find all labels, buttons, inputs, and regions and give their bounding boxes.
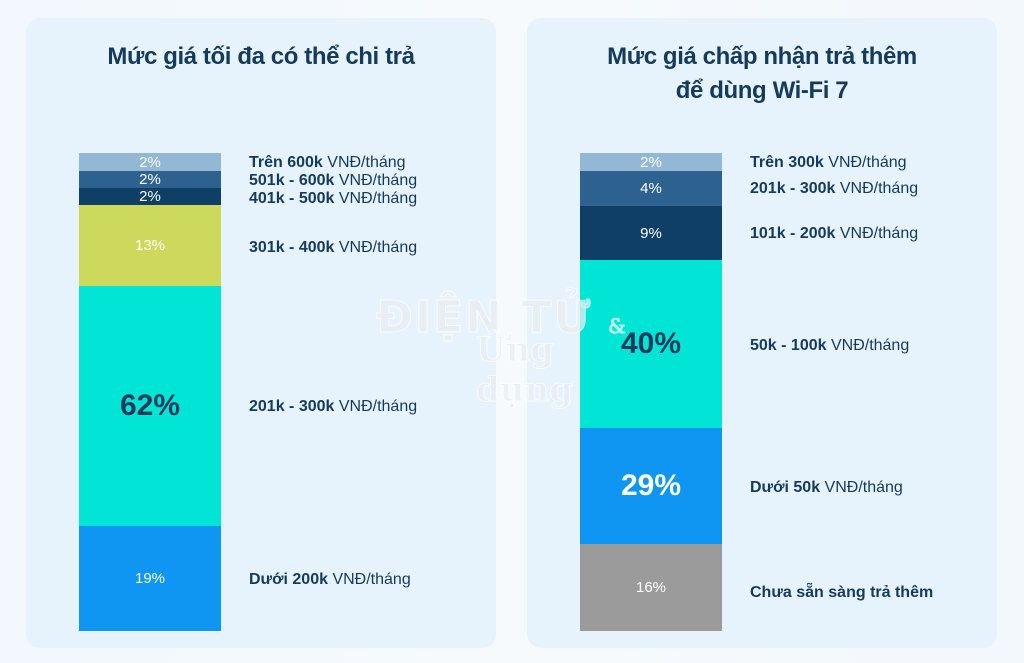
bar-segment-50-100k: 40% <box>580 260 722 428</box>
legend-label-range: Chưa sẵn sàng trả thêm <box>750 584 934 601</box>
legend-label-unit: VNĐ/tháng <box>835 225 919 242</box>
legend-label: 501k - 600k VNĐ/tháng <box>249 172 417 190</box>
legend-label: 201k - 300k VNĐ/tháng <box>249 398 417 416</box>
legend-label-range: 501k - 600k <box>249 172 335 189</box>
legend-label-unit: VNĐ/tháng <box>322 154 406 171</box>
legend-label-range: 50k - 100k <box>750 337 827 354</box>
legend-label-range: 401k - 500k <box>249 190 335 207</box>
chart-title-line2: để dùng Wi-Fi 7 <box>675 77 849 104</box>
chart-card-wifi7-extra-price: Mức giá chấp nhận trả thêm để dùng Wi-Fi… <box>527 18 997 648</box>
legend-label-range: 301k - 400k <box>249 239 335 256</box>
bar-segment-under-50k: 29% <box>580 428 722 544</box>
legend-label-range: 201k - 300k <box>750 180 836 197</box>
legend-label-unit: VNĐ/tháng <box>334 190 418 207</box>
legend-label-unit: VNĐ/tháng <box>334 398 418 415</box>
bar-segment-301-400k: 13% <box>79 205 221 286</box>
chart-title-line1: Mức giá chấp nhận trả thêm <box>607 43 917 70</box>
legend-label-range: Trên 300k <box>750 154 824 171</box>
legend-label-unit: VNĐ/tháng <box>328 571 411 588</box>
legend-label-range: Dưới 200k <box>249 571 328 588</box>
bar-segment-not-ready: 16% <box>580 544 722 631</box>
legend-label: Dưới 50k VNĐ/tháng <box>750 479 903 497</box>
legend-label-unit: VNĐ/tháng <box>835 180 919 197</box>
chart-card-max-price: Mức giá tối đa có thể chi trả 2% 2% 2% 1… <box>26 18 496 648</box>
legend-label-range: 101k - 200k <box>750 225 836 242</box>
bar-segment-401-500k: 2% <box>79 188 221 205</box>
bar-segment-201-300k: 62% <box>79 286 221 526</box>
stacked-bar: 2% 4% 9% 40% 29% 16% <box>580 153 722 631</box>
bar-segment-over-300k: 2% <box>580 153 722 171</box>
legend-label-unit: VNĐ/tháng <box>823 154 907 171</box>
legend-label: Dưới 200k VNĐ/tháng <box>249 571 411 589</box>
legend-label-unit: VNĐ/tháng <box>334 172 418 189</box>
legend-label-unit: VNĐ/tháng <box>820 479 903 496</box>
bar-segment-under-200k: 19% <box>79 526 221 631</box>
legend-label-unit: VNĐ/tháng <box>334 239 418 256</box>
legend-label: Chưa sẵn sàng trả thêm <box>750 584 933 602</box>
legend-label: 101k - 200k VNĐ/tháng <box>750 225 918 243</box>
chart-title: Mức giá tối đa có thể chi trả <box>107 43 415 70</box>
legend-label: 50k - 100k VNĐ/tháng <box>750 337 909 355</box>
legend-label-range: Dưới 50k <box>750 479 821 496</box>
legend-label-unit: VNĐ/tháng <box>826 337 910 354</box>
legend-label: 401k - 500k VNĐ/tháng <box>249 190 417 208</box>
legend-label: 201k - 300k VNĐ/tháng <box>750 180 918 198</box>
stacked-bar: 2% 2% 2% 13% 62% 19% <box>79 153 221 631</box>
legend-label: Trên 600k VNĐ/tháng <box>249 154 406 172</box>
bar-segment-201-300k: 4% <box>580 171 722 206</box>
bar-segment-501-600k: 2% <box>79 171 221 188</box>
bar-segment-101-200k: 9% <box>580 206 722 260</box>
legend-label-range: Trên 600k <box>249 154 323 171</box>
bar-segment-over-600k: 2% <box>79 153 221 171</box>
chart-title: Mức giá chấp nhận trả thêm để dùng Wi-Fi… <box>527 40 997 108</box>
legend-label: 301k - 400k VNĐ/tháng <box>249 239 417 257</box>
legend-label-range: 201k - 300k <box>249 398 335 415</box>
legend-label: Trên 300k VNĐ/tháng <box>750 154 907 172</box>
